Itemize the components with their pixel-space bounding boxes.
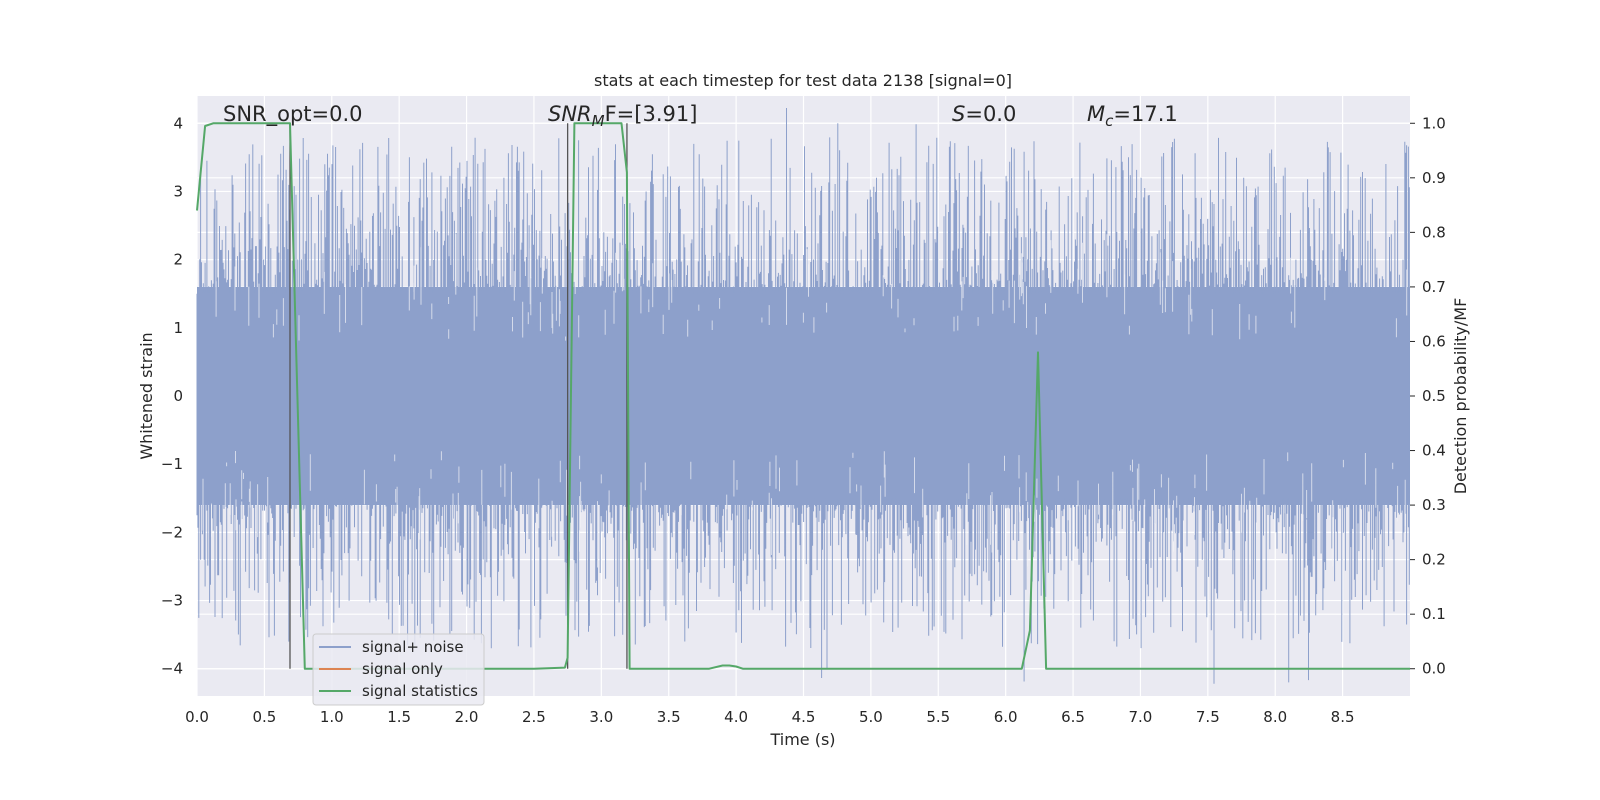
legend: signal+ noise signal only signal statist… (312, 633, 485, 706)
y-right-tick-label: 0.5 (1422, 387, 1446, 405)
y-right-tick-label: 0.0 (1422, 660, 1446, 678)
y-right-tick-label: 0.3 (1422, 496, 1446, 514)
x-tick-label: 7.5 (1196, 708, 1220, 726)
annotation-mc: Mc=17.1 (1087, 102, 1178, 130)
y-left-tick-label: −4 (161, 660, 183, 678)
x-tick-label: 1.5 (387, 708, 411, 726)
annotation-snr-mf-sub: M (592, 112, 605, 130)
annotation-mc-sub: c (1105, 112, 1114, 130)
noise-spikes (196, 108, 1410, 684)
signal-noise-series (196, 108, 1410, 684)
annotation-s: S=0.0 (952, 102, 1016, 126)
x-axis-ticks: 0.0 0.5 1.0 1.5 2.0 2.5 3.0 3.5 4.0 4.5 5.0 5.5 6.0 6… (185, 708, 1354, 726)
x-tick-label: 2.0 (455, 708, 479, 726)
x-tick-label: 8.0 (1263, 708, 1287, 726)
y-right-tick-label: 0.7 (1422, 278, 1446, 296)
x-tick-label: 1.0 (320, 708, 344, 726)
annotation-s-prefix: S (952, 102, 965, 126)
x-tick-label: 0.0 (185, 708, 209, 726)
signal-statistics-line (196, 122, 1410, 670)
annotation-mc-suffix: =17.1 (1113, 102, 1177, 126)
x-tick-label: 3.5 (657, 708, 681, 726)
annotation-s-suffix: =0.0 (965, 102, 1016, 126)
y-left-tick-label: −1 (161, 455, 183, 473)
x-tick-label: 2.5 (522, 708, 546, 726)
legend-label-signal-noise: signal+ noise (362, 638, 464, 656)
x-tick-label: 5.5 (926, 708, 950, 726)
annotation-mc-prefix: M (1087, 102, 1105, 126)
y-left-tick-label: −2 (161, 523, 183, 541)
y-right-tick-label: 0.4 (1422, 442, 1446, 460)
x-tick-label: 5.0 (859, 708, 883, 726)
x-tick-label: 0.5 (252, 708, 276, 726)
signal-statistics-series (196, 122, 1410, 670)
y-left-tick-label: 2 (173, 251, 183, 269)
x-tick-label: 4.0 (724, 708, 748, 726)
y-right-tick-label: 0.8 (1422, 223, 1446, 241)
y-left-tick-label: 4 (173, 114, 183, 132)
noise-gaps (202, 234, 1408, 569)
legend-label-signal-statistics: signal statistics (362, 682, 478, 700)
annotation-snr-mf-suffix: F=[3.91] (605, 102, 698, 126)
annotation-snr-mf-prefix: SNR (548, 102, 592, 126)
x-tick-label: 7.0 (1129, 708, 1153, 726)
y-right-tick-label: 0.9 (1422, 169, 1446, 187)
chart-title: stats at each timestep for test data 213… (594, 71, 1012, 90)
x-tick-label: 4.5 (792, 708, 816, 726)
legend-box (312, 633, 485, 706)
annotation-snr-mf: SNRMF=[3.91] (548, 102, 697, 130)
x-axis-label: Time (s) (769, 730, 835, 749)
x-tick-label: 6.5 (1061, 708, 1085, 726)
y-left-tick-label: 0 (173, 387, 183, 405)
y-right-axis-label: Detection probability/MF (1451, 298, 1470, 495)
y-left-axis-ticks: 4 3 2 1 0 −1 −2 −3 −4 (161, 114, 183, 677)
y-right-tick-label: 1.0 (1422, 114, 1446, 132)
y-left-tick-label: 3 (173, 182, 183, 200)
x-tick-label: 8.5 (1331, 708, 1355, 726)
x-tick-label: 3.0 (589, 708, 613, 726)
y-left-tick-label: −3 (161, 592, 183, 610)
x-tick-label: 6.0 (994, 708, 1018, 726)
y-left-tick-label: 1 (173, 319, 183, 337)
y-right-tick-label: 0.2 (1422, 551, 1446, 569)
legend-label-signal-only: signal only (362, 660, 443, 678)
y-right-axis-ticks: 1.0 0.9 0.8 0.7 0.6 0.5 0.4 0.3 0.2 0.1 0.0 (1410, 114, 1446, 678)
y-right-tick-label: 0.1 (1422, 605, 1446, 623)
y-right-tick-label: 0.6 (1422, 332, 1446, 350)
y-left-axis-label: Whitened strain (137, 332, 156, 459)
annotation-snr-opt: SNR_opt=0.0 (223, 102, 363, 127)
